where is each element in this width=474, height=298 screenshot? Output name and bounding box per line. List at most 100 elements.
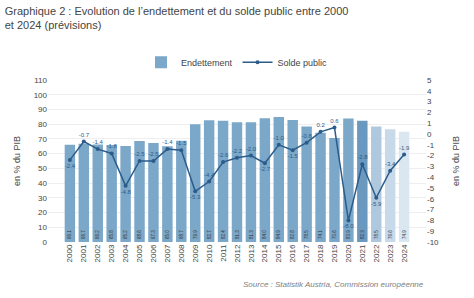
- svg-text:-9: -9: [427, 227, 435, 236]
- svg-text:65.0: 65.0: [165, 230, 170, 239]
- svg-text:66.7: 66.7: [81, 230, 86, 239]
- svg-text:65.8: 65.8: [109, 230, 114, 239]
- svg-text:80: 80: [38, 120, 47, 129]
- svg-text:Source : Statistik Austria, Co: Source : Statistik Austria, Commission e…: [243, 280, 424, 289]
- svg-text:74.1: 74.1: [318, 230, 323, 239]
- svg-text:65.2: 65.2: [123, 230, 128, 239]
- svg-text:2018: 2018: [316, 244, 325, 262]
- svg-text:82.8: 82.8: [290, 230, 295, 239]
- svg-text:50: 50: [38, 164, 47, 173]
- svg-text:-1.4: -1.4: [93, 139, 104, 145]
- svg-text:-2: -2: [427, 151, 435, 160]
- svg-text:-1.8: -1.8: [107, 143, 118, 149]
- svg-text:10: 10: [38, 223, 47, 232]
- svg-text:84.9: 84.9: [276, 230, 281, 239]
- svg-text:-1.5: -1.5: [176, 140, 187, 146]
- svg-text:-1.9: -1.9: [399, 145, 410, 151]
- svg-text:2: 2: [427, 108, 432, 117]
- svg-text:79.9: 79.9: [193, 230, 198, 239]
- svg-text:-2.2: -2.2: [232, 148, 243, 154]
- svg-text:70: 70: [38, 135, 47, 144]
- svg-text:2015: 2015: [274, 244, 283, 262]
- svg-text:-1.0: -1.0: [274, 135, 285, 141]
- svg-text:1: 1: [427, 119, 432, 128]
- svg-text:-2.8: -2.8: [357, 154, 368, 160]
- svg-text:-2.0: -2.0: [246, 146, 257, 152]
- svg-text:-2.5: -2.5: [134, 151, 145, 157]
- svg-text:Graphique 2 : Evolution de l’e: Graphique 2 : Evolution de l’endettement…: [5, 5, 349, 31]
- svg-text:2004: 2004: [121, 244, 130, 262]
- svg-text:2019: 2019: [330, 244, 339, 262]
- svg-text:-7: -7: [427, 205, 435, 214]
- svg-text:100: 100: [34, 91, 48, 100]
- svg-text:70.6: 70.6: [332, 230, 337, 239]
- svg-text:5: 5: [427, 76, 432, 85]
- svg-text:90: 90: [38, 105, 47, 114]
- svg-text:-4: -4: [427, 173, 435, 182]
- svg-text:2007: 2007: [163, 244, 172, 262]
- svg-text:2024: 2024: [400, 244, 409, 262]
- svg-text:30: 30: [38, 194, 47, 203]
- svg-text:-10: -10: [427, 238, 439, 247]
- svg-text:-3: -3: [427, 162, 435, 171]
- svg-text:-2.6: -2.6: [218, 152, 229, 158]
- svg-text:66.2: 66.2: [95, 230, 100, 239]
- svg-text:2009: 2009: [191, 244, 200, 262]
- svg-text:0.2: 0.2: [316, 122, 325, 128]
- svg-text:2016: 2016: [288, 244, 297, 262]
- svg-text:-1.4: -1.4: [162, 139, 173, 145]
- svg-text:-3.4: -3.4: [385, 161, 396, 167]
- svg-text:-0.7: -0.7: [79, 132, 90, 138]
- svg-text:-8.0: -8.0: [343, 223, 354, 229]
- svg-text:2000: 2000: [66, 244, 75, 262]
- svg-text:2003: 2003: [107, 244, 116, 262]
- svg-text:82.7: 82.7: [207, 230, 212, 239]
- svg-text:60: 60: [38, 149, 47, 158]
- svg-text:2012: 2012: [233, 244, 242, 262]
- svg-text:2011: 2011: [219, 244, 228, 262]
- svg-text:2017: 2017: [302, 244, 311, 262]
- svg-text:en % du PIB: en % du PIB: [451, 136, 461, 186]
- svg-text:84.0: 84.0: [262, 230, 267, 239]
- svg-text:Endettement: Endettement: [181, 58, 233, 68]
- svg-text:2021: 2021: [358, 244, 367, 262]
- svg-text:20: 20: [38, 208, 47, 217]
- svg-text:83.9: 83.9: [346, 230, 351, 239]
- svg-text:2022: 2022: [372, 244, 381, 262]
- svg-text:-8: -8: [427, 216, 435, 225]
- svg-text:2008: 2008: [177, 244, 186, 262]
- svg-text:-5.9: -5.9: [371, 201, 382, 207]
- svg-text:Solde public: Solde public: [278, 58, 328, 68]
- svg-text:0: 0: [427, 130, 432, 139]
- svg-text:68.6: 68.6: [137, 230, 142, 239]
- svg-text:-1.5: -1.5: [288, 153, 299, 159]
- svg-text:67.3: 67.3: [151, 230, 156, 239]
- svg-text:2010: 2010: [205, 244, 214, 262]
- svg-text:-1: -1: [427, 141, 435, 150]
- svg-text:-6: -6: [427, 195, 435, 204]
- svg-text:2001: 2001: [79, 244, 88, 262]
- svg-text:4: 4: [427, 87, 432, 96]
- svg-text:-5.3: -5.3: [190, 194, 201, 200]
- svg-text:78.5: 78.5: [374, 230, 379, 239]
- svg-text:2013: 2013: [247, 244, 256, 262]
- svg-text:2005: 2005: [135, 244, 144, 262]
- svg-text:3: 3: [427, 97, 432, 106]
- svg-text:2020: 2020: [344, 244, 353, 262]
- svg-text:-2.5: -2.5: [148, 151, 159, 157]
- svg-text:2023: 2023: [386, 244, 395, 262]
- svg-text:-2.7: -2.7: [260, 166, 271, 172]
- svg-text:-4.8: -4.8: [120, 189, 131, 195]
- svg-text:81.3: 81.3: [249, 230, 254, 239]
- svg-text:2014: 2014: [260, 244, 269, 262]
- svg-text:40: 40: [38, 179, 47, 188]
- svg-text:74.9: 74.9: [402, 230, 407, 239]
- svg-text:66.1: 66.1: [67, 230, 72, 239]
- svg-text:0.6: 0.6: [330, 118, 339, 124]
- svg-text:76.6: 76.6: [388, 230, 393, 239]
- svg-text:68.7: 68.7: [179, 230, 184, 239]
- svg-text:-0.8: -0.8: [301, 133, 312, 139]
- svg-text:en % du PIB: en % du PIB: [12, 136, 22, 186]
- svg-text:78.5: 78.5: [304, 230, 309, 239]
- svg-text:82.3: 82.3: [360, 230, 365, 239]
